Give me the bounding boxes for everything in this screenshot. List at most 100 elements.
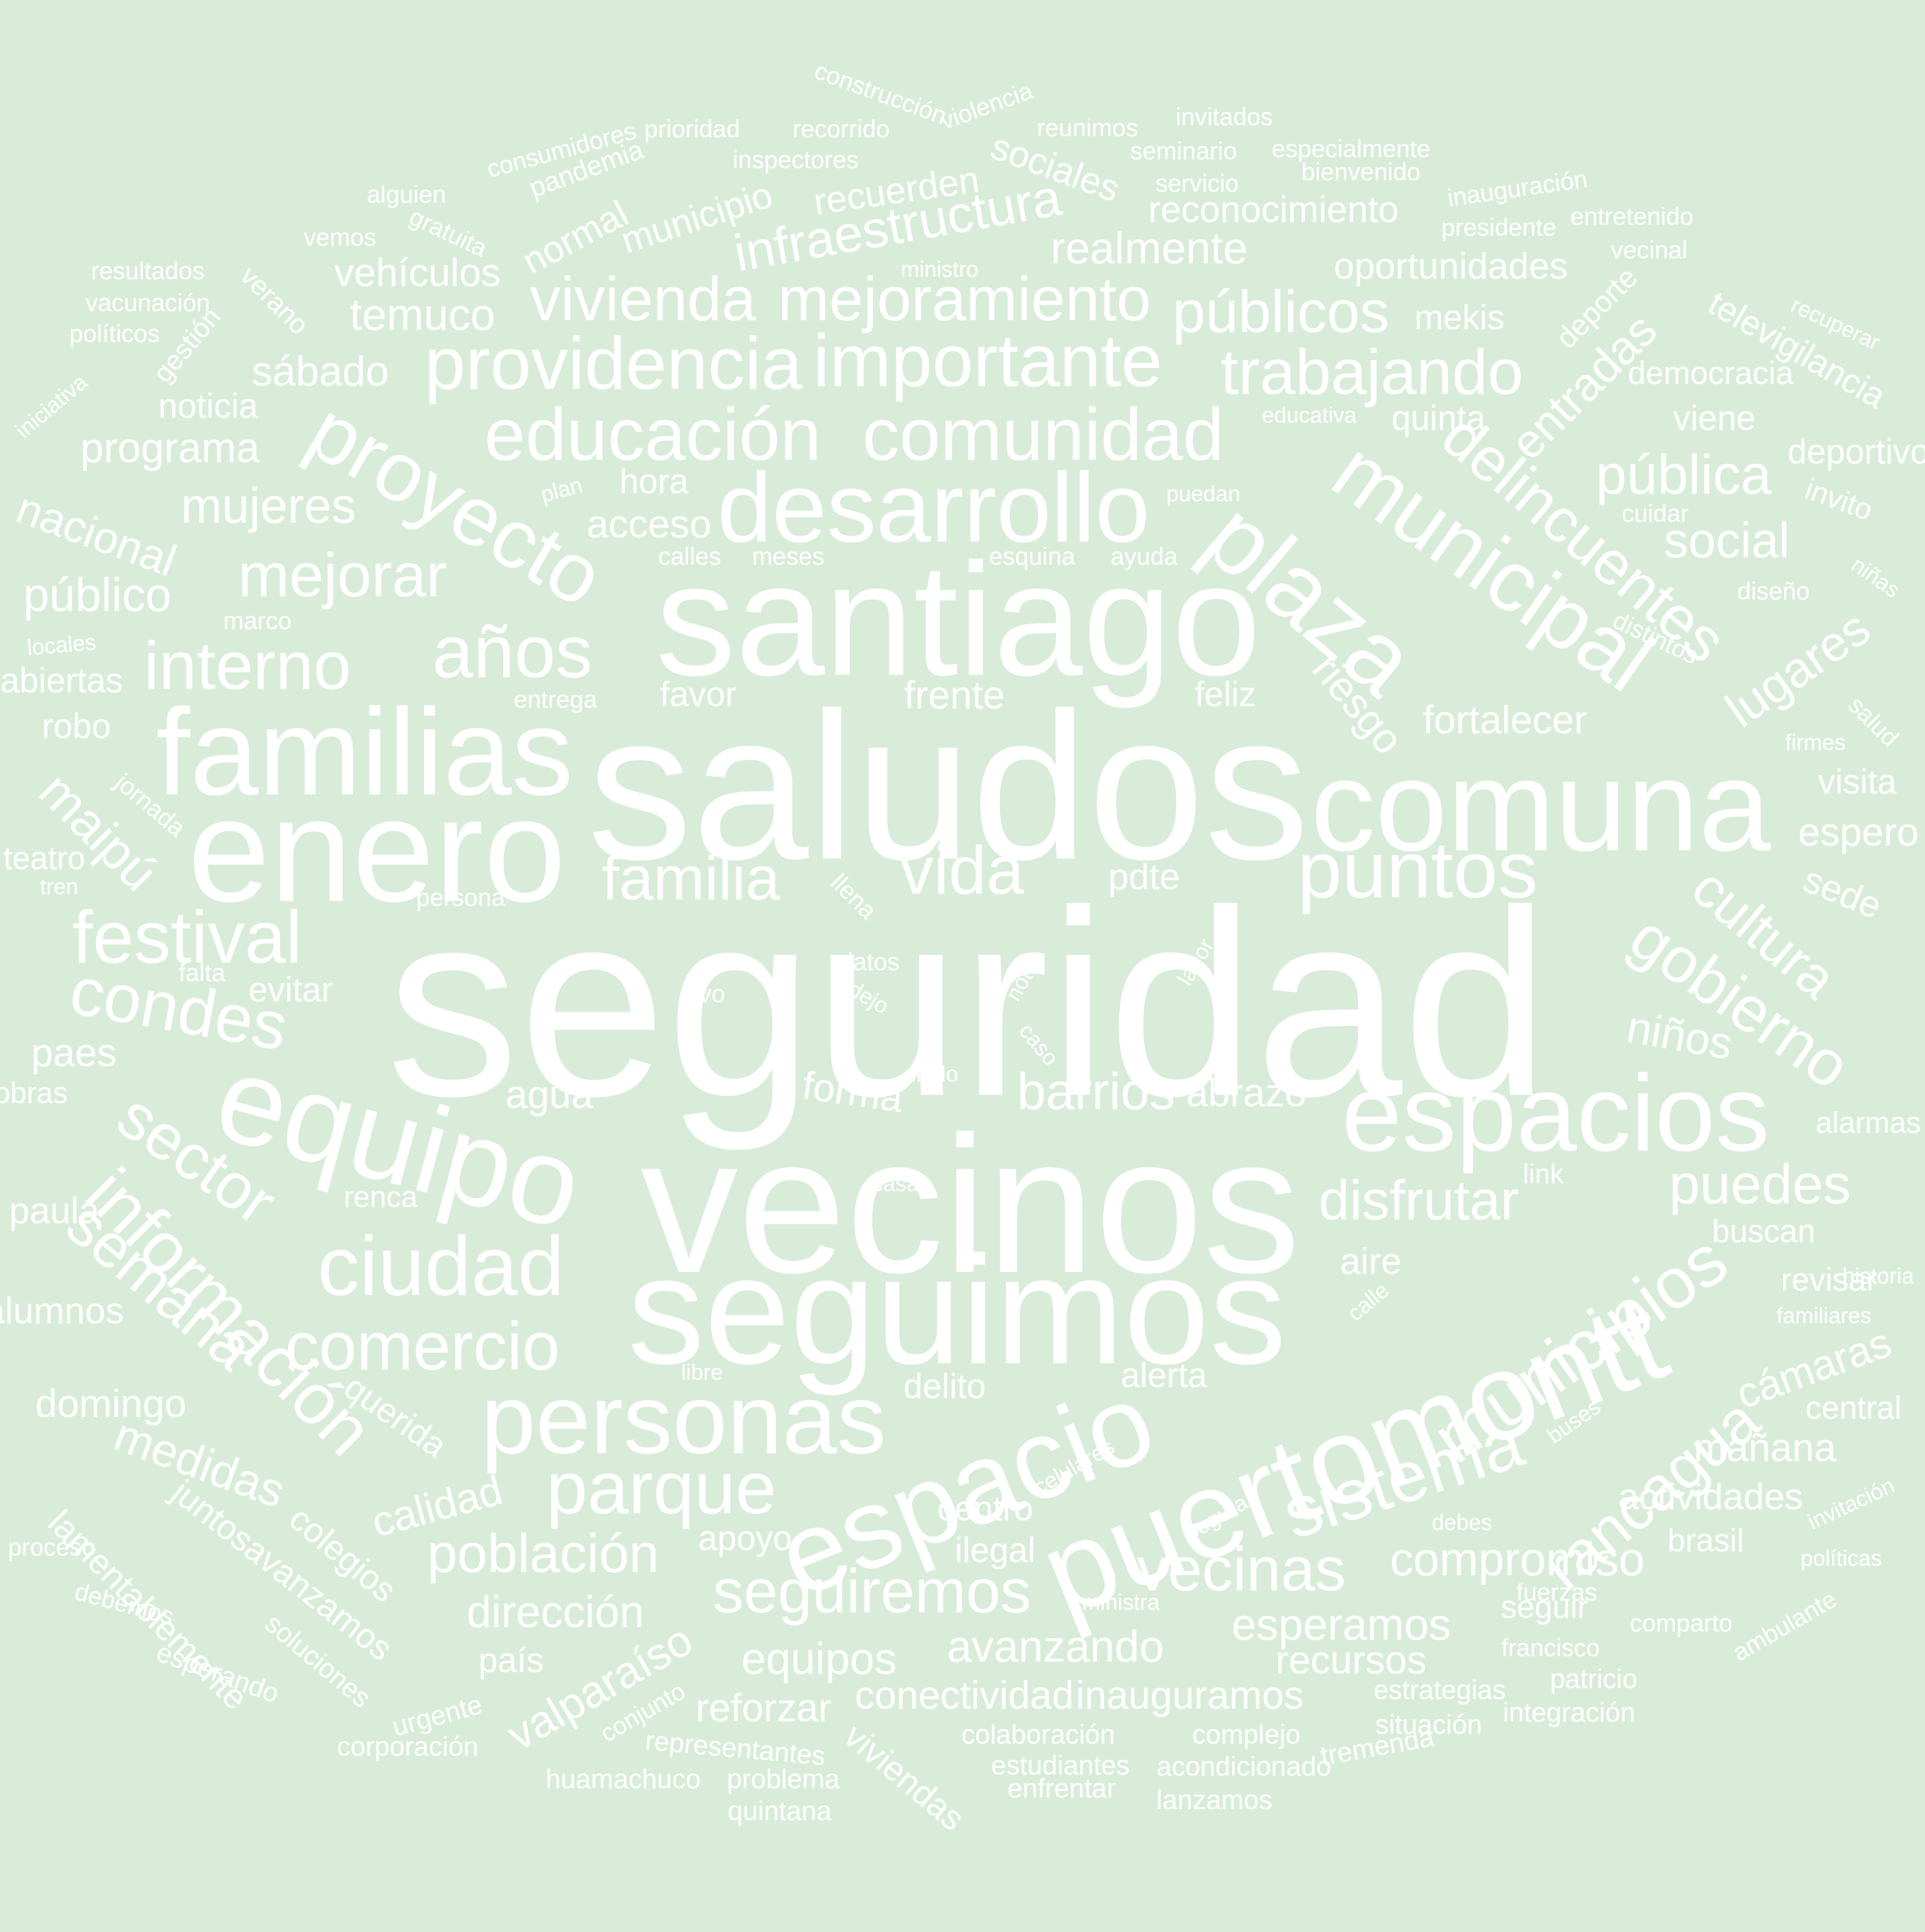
- word-invito: invito: [1801, 472, 1877, 527]
- word-colaboracion: colaboración: [961, 1719, 1115, 1750]
- word-mejoramiento: mejoramiento: [778, 265, 1151, 334]
- word-alguien: alguien: [366, 180, 447, 208]
- word-proceso: proceso: [8, 1533, 96, 1561]
- word-resultados: resultados: [91, 257, 205, 285]
- word-actividades: actividades: [1618, 1476, 1803, 1518]
- word-lindo: lindo: [911, 1061, 959, 1086]
- word-familiares: familiares: [1777, 1303, 1872, 1328]
- word-seguir: seguir: [1500, 1589, 1588, 1626]
- word-direccion: dirección: [466, 1587, 645, 1637]
- word-entretenido: entretenido: [1570, 202, 1694, 230]
- word-seguiremos: seguiremos: [713, 1557, 1031, 1626]
- word-vehiculos: vehículos: [334, 251, 501, 295]
- word-temuco: temuco: [349, 290, 496, 340]
- word-patricio: patricio: [1550, 1664, 1638, 1694]
- word-puedes: puedes: [1669, 1154, 1851, 1216]
- word-libre: libre: [681, 1359, 723, 1385]
- word-paula: paula: [9, 1190, 100, 1232]
- word-renca: renca: [343, 1180, 418, 1214]
- word-publica: pública: [1596, 444, 1772, 506]
- word-salud: salud: [1843, 691, 1904, 753]
- word-barrios: barrios: [1017, 1062, 1175, 1120]
- word-situacion: situación: [1375, 1709, 1482, 1740]
- word-diseno: diseño: [1737, 577, 1810, 605]
- word-vida: vida: [899, 833, 1024, 909]
- word-plan: plan: [538, 473, 585, 508]
- word-verano: verano: [234, 260, 315, 341]
- word-estudiantes: estudiantes: [991, 1750, 1130, 1781]
- word-fuerzas: fuerzas: [1516, 1579, 1597, 1606]
- word-locales: locales: [26, 629, 97, 661]
- word-social: social: [1663, 513, 1790, 568]
- word-ninas: niñas: [1847, 552, 1905, 603]
- word-manana: mañana: [1693, 1426, 1836, 1470]
- word-compromiso: compromiso: [1390, 1533, 1645, 1586]
- word-trabajando: trabajando: [1220, 336, 1524, 408]
- word-vacunacion: vacunación: [85, 289, 210, 317]
- word-obras: obras: [0, 1077, 68, 1110]
- word-robo: robo: [42, 707, 111, 746]
- word-firmes: firmes: [1785, 730, 1846, 755]
- word-reconocimiento: reconocimiento: [1148, 189, 1399, 230]
- word-conectividad: conectividad: [855, 1673, 1074, 1718]
- word-viene: viene: [1673, 399, 1756, 438]
- word-inspectores: inspectores: [733, 146, 859, 174]
- word-presidente: presidente: [1441, 213, 1557, 241]
- word-saludos: saludos: [587, 668, 1310, 903]
- word-comparto: comparto: [1630, 1609, 1733, 1637]
- word-apoyo: apoyo: [698, 1519, 793, 1558]
- word-vivienda: vivienda: [530, 265, 756, 334]
- word-seguridad: seguridad: [386, 855, 1550, 1152]
- word-delito: delito: [903, 1368, 986, 1407]
- word-alumnos: alumnos: [0, 1290, 124, 1332]
- word-equipos: equipos: [741, 1634, 897, 1684]
- word-ministra: ministra: [1082, 1590, 1160, 1615]
- word-mujeres: mujeres: [180, 478, 356, 534]
- word-pdte: pdte: [1108, 856, 1180, 898]
- word-reunimos: reunimos: [1037, 114, 1138, 142]
- word-revisar: revisar: [1780, 1261, 1877, 1298]
- word-francisco: francisco: [1501, 1634, 1600, 1662]
- word-evitar: evitar: [248, 971, 333, 1010]
- word-acceso: acceso: [586, 502, 712, 547]
- word-seguimos: seguimos: [627, 1224, 1286, 1396]
- word-prioridad: prioridad: [644, 115, 740, 143]
- word-interno: interno: [144, 628, 351, 704]
- word-invitados: invitados: [1175, 103, 1273, 131]
- word-espacios: espacios: [1341, 1052, 1770, 1174]
- word-inauguracion: inauguración: [1445, 164, 1590, 212]
- word-invitacion: invitación: [1803, 1473, 1899, 1535]
- word-recorrido: recorrido: [793, 115, 890, 143]
- word-huamachuco: huamachuco: [546, 1763, 701, 1794]
- word-calle: calle: [1343, 1277, 1394, 1326]
- word-mejorar: mejorar: [238, 540, 447, 610]
- word-puntos: puntos: [1297, 825, 1538, 915]
- word-quinta: quinta: [1392, 399, 1486, 438]
- word-puedan: puedan: [1166, 481, 1240, 506]
- word-educacion: educación: [484, 393, 822, 476]
- word-teatro: teatro: [3, 840, 86, 876]
- word-estrategias: estrategias: [1373, 1675, 1506, 1705]
- word-mekis: mekis: [1414, 298, 1505, 337]
- word-ciudad: ciudad: [317, 1219, 565, 1313]
- word-aire: aire: [1340, 1241, 1402, 1282]
- word-publicos: públicos: [1172, 278, 1389, 344]
- word-domingo: domingo: [35, 1381, 186, 1426]
- word-festival: festival: [72, 896, 302, 979]
- word-esperamos: esperamos: [1231, 1600, 1451, 1650]
- word-marco: marco: [223, 607, 292, 635]
- word-favor: favor: [659, 675, 737, 714]
- word-vecinos: vecinos: [640, 1096, 1301, 1314]
- word-persona: persona: [416, 884, 505, 912]
- word-calles: calles: [658, 542, 722, 570]
- word-tren: tren: [40, 874, 79, 899]
- word-noticia: noticia: [158, 387, 258, 426]
- word-vecinas: vecinas: [1137, 1534, 1346, 1604]
- word-servicio: servicio: [1155, 169, 1239, 197]
- word-entrega: entrega: [513, 685, 597, 713]
- word-agua: agua: [505, 1072, 593, 1117]
- word-disfrutar: disfrutar: [1318, 1170, 1519, 1232]
- word-ministro: ministro: [901, 257, 979, 282]
- word-datos: datos: [839, 948, 900, 976]
